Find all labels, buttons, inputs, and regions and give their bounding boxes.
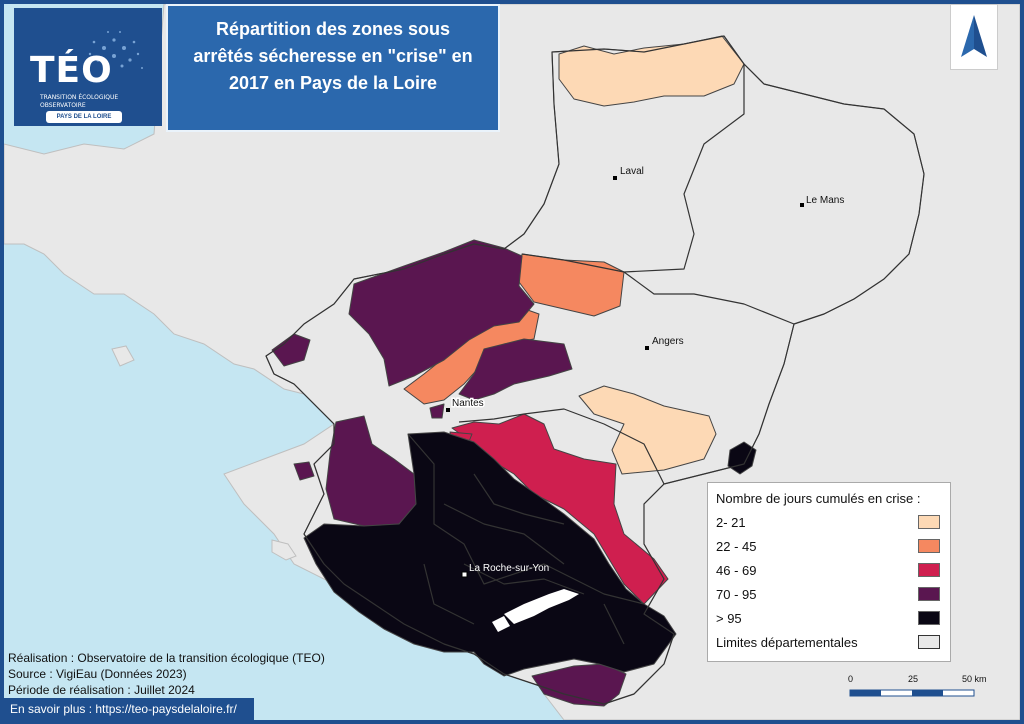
footer-link[interactable]: En savoir plus : https://teo-paysdelaloi… bbox=[4, 698, 254, 720]
department-boundary bbox=[458, 408, 665, 485]
zone-70-95 bbox=[271, 333, 311, 367]
zone-22-45 bbox=[518, 253, 625, 317]
legend-label: 22 - 45 bbox=[716, 539, 757, 554]
legend-item: Limites départementales bbox=[716, 633, 940, 653]
map-title: Répartition des zones sous arrêtés séche… bbox=[193, 19, 473, 93]
department-boundary bbox=[521, 64, 745, 273]
map-frame: Laval Le Mans Angers Nantes La Roche-sur… bbox=[4, 4, 1020, 720]
city-marker bbox=[461, 571, 468, 578]
city-laval: Laval bbox=[613, 166, 644, 180]
scale-label: 50 km bbox=[962, 674, 987, 684]
city-marker bbox=[645, 346, 649, 350]
city-label-angers: Angers bbox=[652, 336, 684, 347]
north-arrow-shape bbox=[961, 15, 987, 57]
title-panel: Répartition des zones sous arrêtés séche… bbox=[166, 4, 500, 132]
legend-swatch bbox=[918, 611, 940, 625]
city-le-mans: Le Mans bbox=[800, 195, 844, 207]
north-arrow-icon bbox=[950, 4, 998, 70]
legend-item: 22 - 45 bbox=[716, 537, 940, 557]
city-label-nantes: Nantes bbox=[452, 398, 484, 409]
city-label-laval: Laval bbox=[620, 166, 644, 177]
department-boundary bbox=[265, 35, 925, 705]
legend-item: 2- 21 bbox=[716, 513, 940, 533]
legend-label: 46 - 69 bbox=[716, 563, 757, 578]
city-angers: Angers bbox=[645, 336, 684, 350]
city-nantes: Nantes bbox=[446, 397, 485, 412]
city-la-roche-sur-yon: La Roche-sur-Yon bbox=[461, 563, 549, 578]
logo-text: TÉO bbox=[30, 50, 113, 91]
credits: Réalisation : Observatoire de la transit… bbox=[8, 650, 325, 698]
legend-item: 70 - 95 bbox=[716, 585, 940, 605]
scale-bar-graphic bbox=[849, 689, 975, 697]
zone-70-95 bbox=[531, 663, 627, 707]
city-marker bbox=[446, 408, 450, 412]
zone-over-95 bbox=[303, 431, 677, 677]
logo-dot-pattern bbox=[85, 31, 143, 69]
island bbox=[111, 345, 135, 367]
legend-swatch bbox=[918, 587, 940, 601]
city-label-la-roche-sur-yon: La Roche-sur-Yon bbox=[469, 563, 549, 574]
river bbox=[504, 589, 579, 624]
teo-logo: TÉO TRANSITION ÉCOLOGIQUE OBSERVATOIRE P… bbox=[14, 8, 162, 126]
scale-label: 25 bbox=[908, 674, 919, 684]
basin-line bbox=[423, 473, 625, 645]
legend-swatch bbox=[918, 563, 940, 577]
logo-subtitle-2: OBSERVATOIRE bbox=[40, 102, 86, 109]
city-label-le-mans: Le Mans bbox=[806, 195, 844, 206]
zone-70-95 bbox=[429, 403, 445, 419]
legend-swatch bbox=[918, 539, 940, 553]
department-boundary bbox=[407, 433, 645, 605]
island bbox=[271, 539, 297, 561]
legend: Nombre de jours cumulés en crise : 2- 21… bbox=[707, 482, 951, 662]
zone-2-21 bbox=[578, 385, 717, 475]
legend-item: 46 - 69 bbox=[716, 561, 940, 581]
credit-line: Période de réalisation : Juillet 2024 bbox=[8, 683, 195, 697]
credit-line: Source : VigiEau (Données 2023) bbox=[8, 667, 187, 681]
legend-swatch bbox=[918, 635, 940, 649]
logo-subtitle: TRANSITION ÉCOLOGIQUE bbox=[40, 94, 119, 101]
legend-title: Nombre de jours cumulés en crise : bbox=[716, 491, 921, 506]
legend-swatch bbox=[918, 515, 940, 529]
city-marker bbox=[613, 176, 617, 180]
scale-bar: 0 25 50 km bbox=[834, 672, 994, 706]
river bbox=[492, 616, 510, 632]
legend-label: Limites départementales bbox=[716, 635, 858, 650]
zone-70-95 bbox=[348, 239, 535, 387]
credit-line: Réalisation : Observatoire de la transit… bbox=[8, 651, 325, 665]
legend-label: 2- 21 bbox=[716, 515, 746, 530]
legend-item: > 95 bbox=[716, 609, 940, 629]
zone-2-21 bbox=[558, 35, 745, 107]
department-boundary bbox=[623, 271, 795, 325]
zone-70-95 bbox=[458, 338, 573, 401]
zone-46-69 bbox=[451, 413, 669, 605]
logo-region: PAYS DE LA LOIRE bbox=[46, 111, 122, 123]
scale-label: 0 bbox=[848, 674, 854, 684]
legend-label: > 95 bbox=[716, 611, 742, 626]
zone-70-95 bbox=[293, 461, 315, 481]
city-marker bbox=[800, 203, 804, 207]
legend-label: 70 - 95 bbox=[716, 587, 757, 602]
